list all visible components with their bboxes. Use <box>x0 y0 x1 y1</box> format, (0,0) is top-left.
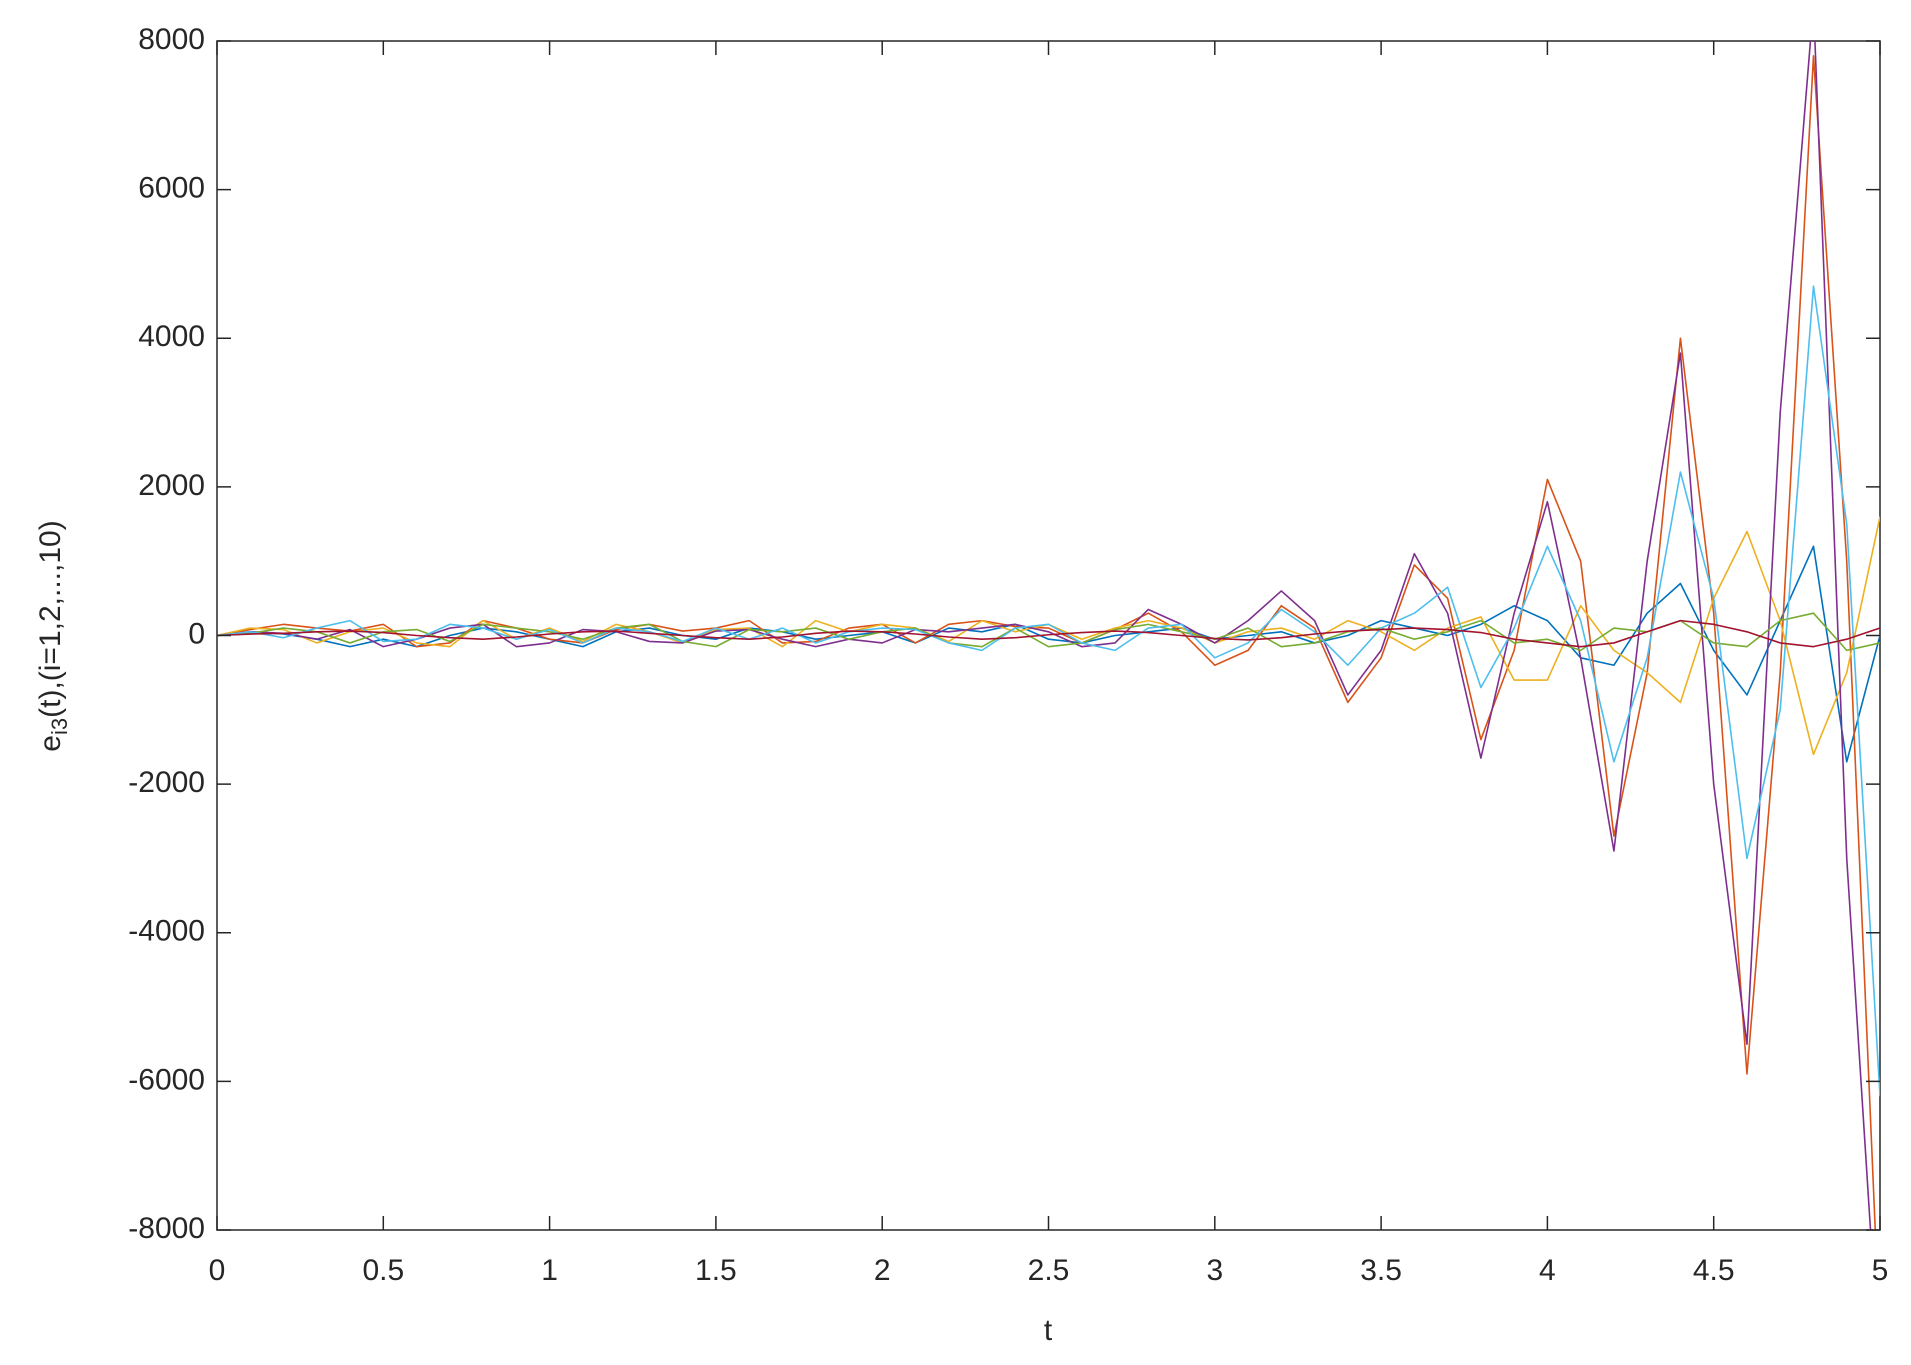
y-label-sub: i3 <box>47 718 72 735</box>
series-group <box>217 41 1880 1230</box>
series-line <box>217 619 1880 648</box>
series-line <box>217 545 1880 763</box>
y-label-rest: (t),(i=1,2,...,10) <box>34 520 67 718</box>
series-line <box>217 612 1880 652</box>
y-tick-label: 8000 <box>138 23 205 56</box>
y-tick-label: 2000 <box>138 469 205 502</box>
x-tick-label: 1 <box>541 1254 558 1287</box>
y-label-base: e <box>34 735 67 752</box>
y-tick-label: -2000 <box>128 766 205 799</box>
x-tick-label: 2 <box>874 1254 891 1287</box>
series-line <box>217 285 1880 1097</box>
x-tick-label: 0.5 <box>362 1254 404 1287</box>
y-tick-label: 4000 <box>138 320 205 353</box>
y-tick-label: 6000 <box>138 172 205 205</box>
x-tick-label: 5 <box>1872 1254 1889 1287</box>
series-line <box>217 55 1877 1230</box>
x-tick-label: 2.5 <box>1028 1254 1070 1287</box>
y-tick-label: -6000 <box>128 1063 205 1096</box>
y-axis-label: ei3(t),(i=1,2,...,10) <box>34 520 72 751</box>
y-tick-label: 0 <box>188 617 205 650</box>
x-tick-label: 0 <box>209 1254 226 1287</box>
x-tick-label: 4 <box>1539 1254 1556 1287</box>
x-tick-label: 3 <box>1206 1254 1223 1287</box>
x-axis-label: t <box>1044 1314 1053 1347</box>
y-tick-label: -8000 <box>128 1212 205 1245</box>
x-tick-label: 1.5 <box>695 1254 737 1287</box>
x-tick-label: 4.5 <box>1693 1254 1735 1287</box>
y-tick-label: -4000 <box>128 915 205 948</box>
x-tick-label: 3.5 <box>1360 1254 1402 1287</box>
